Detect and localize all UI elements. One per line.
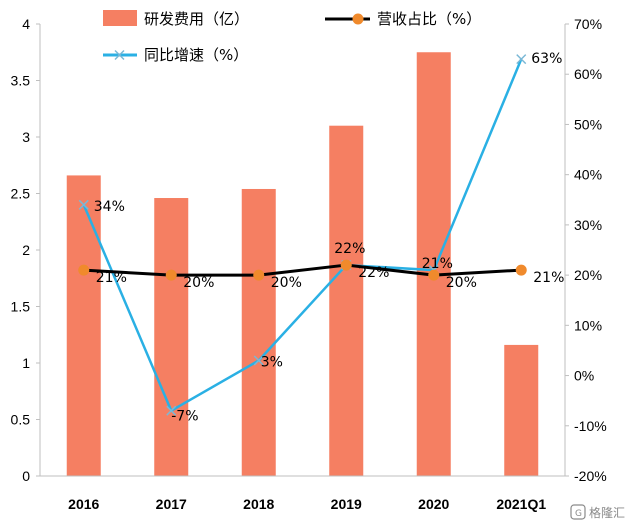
bar — [329, 125, 364, 476]
x-tick-label: 2016 — [68, 496, 99, 512]
legend-swatch-share-marker — [352, 13, 364, 25]
watermark-logo-glyph: G — [575, 509, 582, 519]
x-tick-label: 2018 — [243, 496, 274, 512]
bar — [504, 344, 539, 476]
axis-lines — [39, 24, 566, 477]
revenue-share-point — [253, 269, 265, 281]
right-axis: -20% -10% 0% 10% 20% 30% 40% 50% 60% 70% — [565, 16, 607, 484]
revenue-share-label: 21% — [533, 270, 564, 286]
legend-swatch-bar — [103, 10, 137, 26]
growth-rate-label: 34% — [94, 199, 125, 215]
left-tick-label: 1 — [22, 355, 30, 371]
right-tick-label: 30% — [574, 217, 602, 233]
x-tick-label: 2019 — [331, 496, 362, 512]
x-tick-label: 2021Q1 — [496, 496, 546, 512]
growth-rate-label: 3% — [261, 354, 283, 370]
bar — [416, 52, 451, 476]
left-tick-label: 2 — [22, 242, 30, 258]
left-tick-label: 3.5 — [11, 73, 31, 89]
growth-rate-label: 21% — [422, 256, 453, 272]
left-tick-label: 4 — [22, 16, 30, 32]
right-tick-label: 10% — [574, 317, 602, 333]
growth-rate-line — [82, 58, 523, 412]
right-tick-label: 60% — [574, 66, 602, 82]
watermark-text: 格隆汇 — [589, 505, 625, 520]
left-tick-label: 0 — [22, 468, 30, 484]
left-axis: 0 0.5 1 1.5 2 2.5 3 3.5 4 — [11, 16, 40, 484]
growth-rate-label: 22% — [334, 241, 365, 257]
right-tick-label: 40% — [574, 167, 602, 183]
right-tick-label: 20% — [574, 267, 602, 283]
right-tick-label: -10% — [574, 418, 607, 434]
revenue-share-point — [515, 264, 527, 276]
right-tick-label: -20% — [574, 468, 607, 484]
right-tick-label: 50% — [574, 116, 602, 132]
revenue-share-label: 22% — [358, 265, 389, 281]
revenue-share-point — [428, 269, 440, 281]
left-tick-label: 2.5 — [11, 186, 31, 202]
revenue-share-point — [78, 264, 90, 276]
legend-label-growth: 同比增速（%） — [144, 46, 248, 64]
bar — [241, 188, 276, 477]
revenue-share-line — [83, 263, 522, 277]
growth-rate-label: 63% — [531, 51, 562, 67]
x-tick-label: 2020 — [418, 496, 449, 512]
legend-swatch-growth-marker — [114, 49, 125, 61]
right-tick-label: 0% — [574, 368, 594, 384]
data-labels: 21% 20% 20% 22% 20% 21% 34% -7% 3% 22% 21% 63% — [94, 51, 565, 425]
legend-label-share: 营收占比（%） — [377, 10, 481, 28]
growth-rate-point — [516, 54, 527, 65]
watermark-logo-icon — [570, 504, 586, 520]
right-tick-label: 70% — [574, 16, 602, 32]
bar — [66, 175, 101, 477]
growth-rate-point — [253, 355, 264, 366]
revenue-share-label: 20% — [271, 275, 302, 291]
x-axis-labels: 2016 2017 2018 2019 2020 2021Q1 — [68, 496, 546, 512]
left-tick-label: 1.5 — [11, 299, 31, 315]
bar — [154, 198, 189, 476]
revenue-share-point — [340, 259, 352, 271]
growth-rate-point — [166, 405, 177, 416]
growth-rate-label: -7% — [171, 409, 198, 425]
growth-rate-point — [78, 199, 89, 210]
legend: 研发费用（亿） 营收占比（%） 同比增速（%） — [103, 10, 481, 64]
legend-label-bar: 研发费用（亿） — [144, 10, 249, 28]
revenue-share-label: 20% — [183, 275, 214, 291]
revenue-share-point — [165, 269, 177, 281]
revenue-share-label: 20% — [446, 275, 477, 291]
left-tick-label: 0.5 — [11, 412, 31, 428]
x-tick-label: 2017 — [156, 496, 187, 512]
bar-series — [66, 52, 539, 477]
left-tick-label: 3 — [22, 129, 30, 145]
revenue-share-label: 21% — [96, 270, 127, 286]
watermark: G 格隆汇 — [570, 504, 625, 520]
line-series — [78, 54, 527, 416]
